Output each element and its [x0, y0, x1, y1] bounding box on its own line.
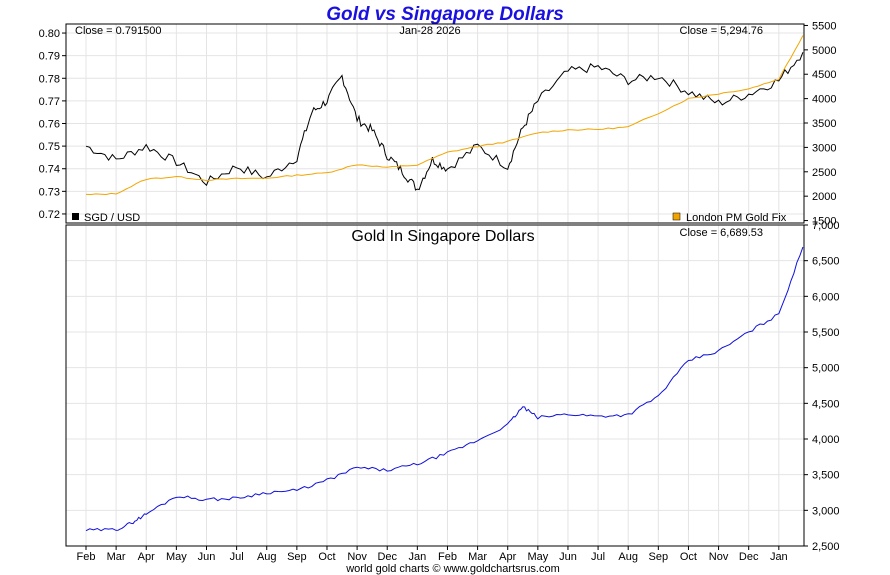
x-tick-label: Nov [709, 551, 729, 563]
left-tick-label: 0.76 [39, 119, 60, 131]
left-close-label: Close = 0.791500 [75, 25, 162, 37]
top-panel-lines [85, 35, 804, 196]
legend-gold-fix-swatch [672, 212, 681, 221]
left-tick-label: 0.80 [39, 28, 60, 40]
right-tick-label: 5,500 [812, 327, 840, 339]
right-tick-label: 5,000 [812, 363, 840, 375]
bottom-right-axis: 2,500 3,000 3,500 4,000 4,500 5,000 5,500 6,000… [804, 220, 840, 553]
right-tick-label: 3500 [812, 118, 836, 130]
left-tick-label: 0.75 [39, 141, 60, 153]
footer-credit: world gold charts © www.goldchartsrus.co… [345, 563, 560, 575]
legend-gold-fix-label: London PM Gold Fix [686, 212, 787, 224]
right-tick-label: 2500 [812, 167, 836, 179]
x-tick-label: Mar [468, 551, 487, 563]
x-tick-label: Oct [318, 551, 335, 563]
x-tick-label: Apr [138, 551, 155, 563]
left-tick-label: 0.73 [39, 186, 60, 198]
right-tick-label: 6,000 [812, 291, 840, 303]
right-tick-label: 3,500 [812, 470, 840, 482]
x-tick-label: Feb [438, 551, 457, 563]
x-tick-label: Jun [559, 551, 577, 563]
right-tick-label: 1500 [812, 216, 836, 228]
x-tick-label: Dec [377, 551, 397, 563]
legend-sgd-swatch [72, 213, 79, 220]
top-right-axis: 1500 2000 2500 3000 3500 4000 4500 5000 5500 [804, 20, 836, 228]
right-tick-label: 3000 [812, 142, 836, 154]
x-tick-label: Aug [618, 551, 638, 563]
chart-title: Gold vs Singapore Dollars [326, 4, 564, 25]
legend-sgd-label: SGD / USD [84, 212, 140, 224]
x-tick-label: Jul [591, 551, 605, 563]
x-tick-label: May [527, 551, 548, 563]
x-tick-label: Jan [770, 551, 788, 563]
bottom-close-label: Close = 6,689.53 [680, 227, 763, 239]
right-tick-label: 5000 [812, 45, 836, 57]
x-axis-months: Feb Mar Apr May Jun Jul Aug Sep Oct Nov Dec Jan Feb M… [77, 546, 788, 563]
x-tick-label: Sep [649, 551, 669, 563]
x-tick-label: Feb [77, 551, 96, 563]
series-gold-fix-line [85, 35, 804, 196]
right-tick-label: 4500 [812, 69, 836, 81]
x-tick-label: Sep [287, 551, 307, 563]
top-left-axis: 0.72 0.73 0.74 0.75 0.76 0.77 0.78 0.79 0.80 [39, 28, 66, 221]
left-tick-label: 0.79 [39, 51, 60, 63]
left-tick-label: 0.78 [39, 73, 60, 85]
top-panel-grid [66, 24, 804, 223]
right-tick-label: 4,500 [812, 398, 840, 410]
x-tick-label: Jul [230, 551, 244, 563]
x-tick-label: Aug [257, 551, 277, 563]
x-tick-label: Mar [107, 551, 126, 563]
x-tick-label: Jun [198, 551, 216, 563]
x-tick-label: May [166, 551, 187, 563]
x-tick-label: Apr [499, 551, 516, 563]
right-tick-label: 4000 [812, 94, 836, 106]
series-gold-sgd-line [85, 246, 804, 532]
x-tick-label: Nov [347, 551, 367, 563]
right-tick-label: 5500 [812, 20, 836, 32]
bottom-panel-lines [85, 246, 804, 532]
left-tick-label: 0.72 [39, 209, 60, 221]
bottom-panel-frame [65, 224, 805, 547]
date-label: Jan-28 2026 [399, 25, 460, 37]
left-tick-label: 0.74 [39, 164, 60, 176]
right-tick-label: 6,500 [812, 256, 840, 268]
right-close-label: Close = 5,294.76 [680, 25, 763, 37]
bottom-panel-title: Gold In Singapore Dollars [351, 228, 534, 245]
left-tick-label: 0.77 [39, 96, 60, 108]
right-tick-label: 4,000 [812, 434, 840, 446]
x-tick-label: Jan [408, 551, 426, 563]
right-tick-label: 3,000 [812, 505, 840, 517]
right-tick-label: 2,500 [812, 541, 840, 553]
x-tick-label: Dec [739, 551, 759, 563]
x-tick-label: Oct [680, 551, 697, 563]
right-tick-label: 7,000 [812, 220, 840, 232]
right-tick-label: 2000 [812, 191, 836, 203]
series-sgd-usd-line [85, 52, 804, 191]
